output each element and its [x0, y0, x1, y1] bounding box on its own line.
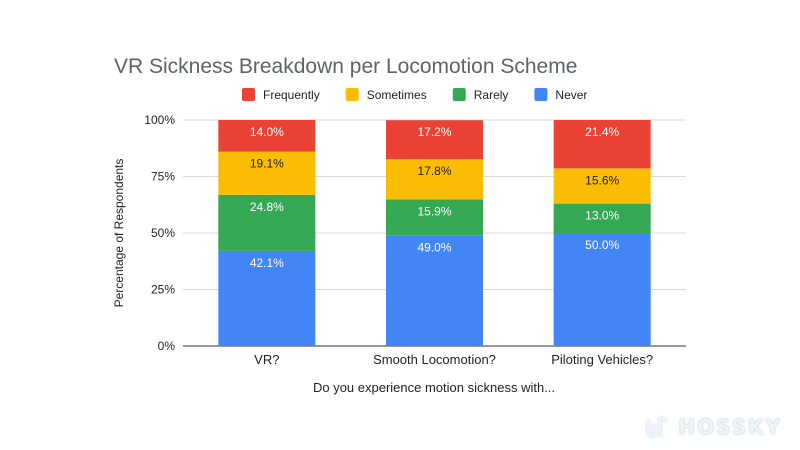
data-label: 17.8% [417, 164, 451, 178]
data-label: 17.2% [417, 125, 451, 139]
bar-segment [218, 250, 316, 346]
bar-segment [553, 168, 651, 204]
y-tick-label: 75% [151, 170, 175, 184]
data-label: 21.4% [585, 125, 619, 139]
data-labels: 42.1% 24.8% 19.1% 14.0% 49.0% 15.9% 17.8% 17.2%… [250, 125, 620, 270]
bar-segment [553, 203, 651, 233]
data-label: 42.1% [250, 256, 284, 270]
data-label: 24.8% [250, 200, 284, 214]
bar-segment [218, 194, 316, 251]
bar-segment [386, 199, 483, 236]
legend-label: Never [555, 88, 587, 102]
y-axis-ticks: 0% 25% 50% 75% 100% [144, 113, 175, 353]
bar-segment [553, 120, 651, 169]
y-tick-label: 50% [151, 226, 175, 240]
data-label: 13.0% [585, 209, 619, 223]
data-label: 19.1% [250, 157, 284, 171]
y-tick-label: 25% [151, 283, 175, 297]
y-axis-label: Percentage of Respondents [112, 159, 126, 308]
legend-swatch [345, 88, 359, 101]
watermark: HOSSKY [644, 414, 782, 440]
legend: Frequently Sometimes Rarely Never [242, 88, 587, 102]
x-tick-label: Smooth Locomotion? [373, 352, 496, 367]
legend-swatch [452, 88, 466, 101]
x-tick-label: VR? [254, 352, 279, 367]
bars [218, 120, 651, 346]
bar-segment [386, 159, 483, 200]
data-label: 15.6% [585, 173, 619, 187]
data-label: 14.0% [250, 125, 284, 139]
legend-swatch [534, 88, 548, 101]
logo-icon [646, 416, 668, 438]
x-tick-label: Piloting Vehicles? [551, 352, 653, 367]
legend-swatch [242, 88, 255, 101]
y-tick-label: 0% [158, 339, 176, 353]
legend-label: Frequently [263, 88, 320, 102]
legend-label: Rarely [474, 88, 509, 102]
bar-segment [386, 120, 483, 160]
y-tick-label: 100% [144, 113, 175, 127]
legend-label: Sometimes [367, 88, 427, 102]
data-label: 49.0% [417, 240, 451, 254]
data-label: 50.0% [585, 238, 619, 252]
x-axis-label: Do you experience motion sickness with..… [313, 380, 555, 395]
x-axis-ticks: VR? Smooth Locomotion? Piloting Vehicles? [254, 352, 653, 367]
bar-segment [553, 233, 651, 346]
bar-segment [386, 235, 483, 346]
watermark-text: HOSSKY [678, 415, 782, 439]
bar-segment [218, 151, 316, 195]
bar-segment [218, 120, 316, 152]
chart-title: VR Sickness Breakdown per Locomotion Sch… [114, 55, 577, 78]
data-label: 15.9% [417, 204, 451, 218]
